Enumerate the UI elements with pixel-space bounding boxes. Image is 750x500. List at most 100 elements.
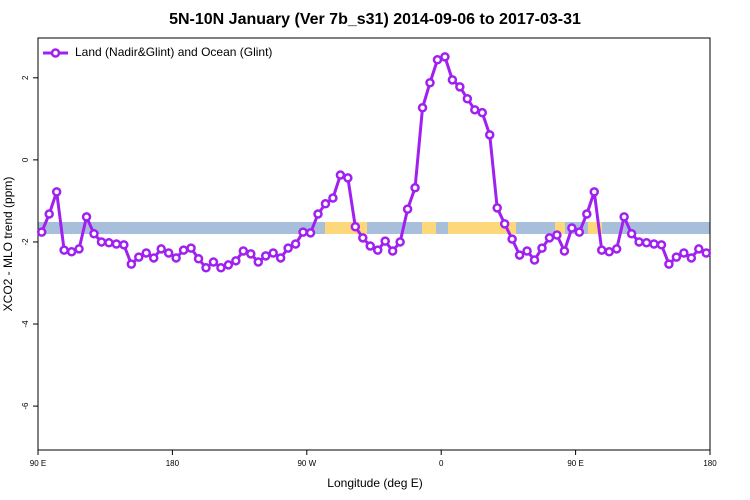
x-tick-label: 90 E <box>30 459 46 468</box>
data-point <box>470 105 480 115</box>
chart-title: 5N-10N January (Ver 7b_s31) 2014-09-06 t… <box>169 11 581 28</box>
data-point <box>567 223 577 233</box>
data-point <box>574 227 585 237</box>
data-point <box>604 247 614 257</box>
x-tick-label: 90 W <box>297 459 316 468</box>
y-tick-label: -6 <box>21 402 30 410</box>
x-tick-label: 0 <box>439 459 444 468</box>
x-tick-label: 90 E <box>567 459 583 468</box>
data-point <box>417 103 428 113</box>
data-point <box>223 260 234 270</box>
data-point <box>298 227 308 237</box>
data-point <box>305 228 316 238</box>
data-point <box>134 252 144 262</box>
data-point <box>81 212 92 222</box>
data-point <box>425 77 435 88</box>
data-point <box>522 246 532 256</box>
data-point <box>148 253 159 263</box>
data-point <box>544 233 555 243</box>
data-point <box>529 255 540 265</box>
ocean-strip <box>38 222 710 234</box>
data-point <box>253 257 264 267</box>
legend-label: Land (Nadir&Glint) and Ocean (Glint) <box>75 45 272 59</box>
data-point <box>552 230 562 240</box>
y-tick-label: -4 <box>21 320 30 328</box>
data-point <box>328 193 338 203</box>
legend-marker <box>50 48 61 58</box>
data-point <box>440 52 450 62</box>
data-point <box>216 263 226 273</box>
data-point <box>283 243 293 253</box>
data-point <box>290 239 301 249</box>
data-point <box>171 253 181 263</box>
land-ocean-band <box>38 222 710 234</box>
data-point <box>74 244 84 254</box>
data-point <box>589 187 600 197</box>
data-point <box>462 93 473 104</box>
data-point <box>380 236 390 246</box>
data-point <box>701 248 712 258</box>
data-point <box>686 253 697 263</box>
data-point <box>238 246 249 256</box>
data-point <box>186 243 196 253</box>
data-point <box>201 263 211 273</box>
y-tick-label: 2 <box>21 75 30 80</box>
data-point <box>649 239 659 249</box>
data-point <box>634 237 644 247</box>
data-point <box>66 247 77 257</box>
data-point <box>611 244 622 254</box>
data-point <box>343 173 353 183</box>
data-point <box>89 228 99 239</box>
data-point <box>484 130 495 140</box>
data-point <box>358 233 368 243</box>
data-point <box>447 75 458 85</box>
data-point <box>499 219 510 229</box>
data-point <box>432 54 443 65</box>
data-point <box>387 246 398 256</box>
data-point <box>111 239 122 249</box>
data-point <box>477 107 488 118</box>
y-tick-label: 0 <box>21 157 30 162</box>
data-point <box>126 259 137 269</box>
data-point <box>410 183 420 193</box>
data-point <box>395 237 405 247</box>
data-line <box>40 54 707 270</box>
data-point <box>44 209 54 219</box>
x-tick-label: 180 <box>703 459 717 468</box>
data-point <box>246 249 256 259</box>
data-point <box>36 227 47 237</box>
data-point <box>96 237 107 247</box>
data-point <box>365 241 376 251</box>
data-point <box>537 243 547 253</box>
data-point <box>619 212 629 222</box>
data-point <box>350 222 361 232</box>
data-point <box>51 187 62 197</box>
data-point <box>402 204 413 214</box>
data-point <box>492 203 502 213</box>
data-point <box>671 252 682 262</box>
data-point <box>320 199 331 209</box>
data-point <box>156 244 166 254</box>
data-point <box>231 256 241 266</box>
y-axis-label: XCO2 - MLO trend (ppm) <box>1 177 15 312</box>
data-point <box>582 209 592 219</box>
land-strip <box>422 222 436 234</box>
data-point <box>664 259 674 269</box>
data-point <box>514 250 525 260</box>
data-point <box>59 245 69 255</box>
data-point <box>455 82 465 92</box>
data-point <box>313 209 323 219</box>
data-point <box>193 254 204 264</box>
x-axis-label: Longitude (deg E) <box>327 476 422 490</box>
data-point <box>208 257 219 267</box>
land-strip <box>555 222 565 234</box>
data-point <box>104 238 114 248</box>
data-point <box>372 245 383 255</box>
data-point <box>163 248 174 258</box>
data-point <box>679 248 689 258</box>
data-point <box>260 251 271 261</box>
data-point <box>626 228 637 239</box>
data-point <box>596 245 607 255</box>
x-tick-label: 180 <box>166 459 180 468</box>
land-strip <box>448 222 516 234</box>
